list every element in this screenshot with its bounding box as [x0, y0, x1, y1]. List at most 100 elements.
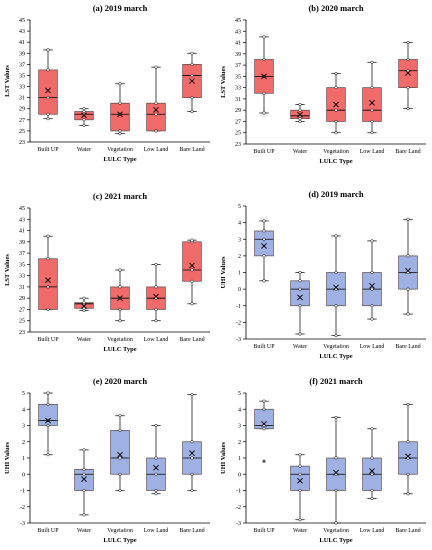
- mean-marker: [189, 450, 195, 457]
- data-point: [154, 65, 158, 69]
- data-point: [154, 112, 158, 116]
- data-point: [370, 131, 374, 135]
- y-tick-label: 27: [19, 307, 25, 313]
- data-point: [262, 254, 266, 258]
- data-point: [370, 488, 374, 493]
- box-built-up: [38, 48, 58, 121]
- mean-marker: [333, 284, 339, 291]
- y-tick-label: 5: [238, 204, 241, 210]
- y-tick-label: -2: [236, 320, 241, 326]
- data-point: [82, 123, 86, 127]
- y-tick-label: -2: [236, 505, 241, 511]
- y-tick-label: 0: [238, 472, 241, 478]
- y-tick-label: 33: [235, 86, 241, 92]
- data-point: [370, 287, 374, 291]
- data-point: [82, 472, 86, 476]
- mean-marker: [261, 420, 267, 427]
- data-point: [334, 270, 338, 275]
- data-point: [46, 112, 50, 116]
- y-axis-label: UHI Values: [4, 442, 11, 474]
- chart-panel-4: (d) 2019 march -3 -2 -1 0 1 2 3 4 5 UHI Values Buil…: [220, 189, 426, 360]
- y-tick-label: 37: [235, 63, 241, 69]
- y-tick-label: 35: [19, 262, 25, 268]
- data-point: [46, 48, 50, 52]
- category-label: Built UP: [253, 344, 275, 350]
- data-point: [118, 488, 122, 493]
- data-point: [190, 440, 194, 444]
- box-built-up: [254, 35, 274, 115]
- box-body: [38, 404, 58, 426]
- data-point: [82, 488, 86, 493]
- data-point: [82, 107, 86, 111]
- category-label: Bare Land: [179, 528, 204, 534]
- y-tick-label: 0: [238, 287, 241, 293]
- category-label: Low Land: [360, 528, 385, 534]
- data-point: [334, 488, 338, 493]
- data-point: [334, 71, 338, 76]
- mean-marker: [333, 469, 339, 476]
- mean-marker: [369, 468, 375, 474]
- box-body: [290, 465, 310, 491]
- mean-marker: [369, 282, 375, 289]
- box-low-land: [146, 262, 166, 323]
- data-point: [406, 254, 410, 258]
- data-point: [334, 131, 338, 135]
- y-tick-label: 29: [19, 296, 25, 302]
- mean-marker: [405, 267, 411, 274]
- data-point: [46, 453, 50, 457]
- data-point: [334, 234, 338, 238]
- data-point: [190, 393, 194, 397]
- data-point: [82, 467, 86, 471]
- data-point: [190, 62, 194, 66]
- category-label: Water: [77, 528, 91, 534]
- y-tick-label: 25: [235, 131, 241, 137]
- box-body: [290, 280, 310, 307]
- y-tick-label: -3: [236, 521, 241, 527]
- box-body: [146, 102, 166, 132]
- y-tick-label: -1: [236, 489, 241, 495]
- category-label: Low Land: [360, 149, 385, 155]
- mean-marker: [45, 87, 51, 94]
- y-tick-label: 43: [235, 29, 241, 35]
- data-point: [190, 279, 194, 283]
- data-point: [82, 296, 86, 300]
- data-point: [46, 234, 50, 238]
- data-point: [406, 472, 410, 476]
- data-point: [298, 488, 302, 493]
- chart-title: (b) 2020 march: [308, 3, 363, 13]
- chart-title: (d) 2019 march: [308, 189, 363, 199]
- data-point: [118, 129, 122, 133]
- mean-marker: [117, 451, 123, 458]
- y-tick-label: 1: [238, 271, 241, 277]
- category-label: Bare Land: [395, 344, 420, 350]
- chart-panel-2: (b) 2020 march 23 25 27 29 31 33 35 37 39 41 43 45 LS…: [220, 3, 426, 165]
- y-axis-label: LST Values: [4, 65, 11, 97]
- y-tick-label: 39: [235, 52, 241, 58]
- chart-panel-6: (f) 2021 march -3 -2 -1 0 1 2 3 4 5 UHI Values Buil…: [220, 376, 426, 544]
- data-point: [46, 307, 50, 312]
- y-tick-label: 27: [235, 119, 241, 125]
- chart-title: (c) 2021 march: [93, 191, 147, 201]
- y-tick-label: 41: [19, 40, 25, 46]
- x-axis-label: LULC Type: [319, 537, 352, 544]
- data-point: [370, 317, 374, 321]
- data-point: [46, 423, 50, 428]
- x-axis-label: LULC Type: [103, 156, 136, 163]
- y-tick-label: 1: [238, 456, 241, 462]
- chart-panel-3: (c) 2021 march 23 25 27 29 31 33 35 37 39 41 43 45 LS…: [4, 191, 210, 353]
- y-tick-label: 35: [235, 74, 241, 80]
- data-point: [118, 428, 122, 432]
- data-point: [46, 402, 50, 406]
- chart-title: (f) 2021 march: [309, 376, 362, 386]
- data-point: [406, 312, 410, 316]
- data-point: [370, 304, 374, 308]
- y-tick-label: 23: [235, 142, 241, 148]
- category-label: Vegetation: [323, 149, 349, 155]
- data-point: [154, 285, 158, 289]
- y-tick-label: 35: [19, 73, 25, 79]
- box-body: [110, 430, 130, 475]
- data-point: [82, 306, 86, 310]
- category-label: Vegetation: [107, 337, 133, 343]
- y-axis-label: UHI Values: [220, 256, 227, 288]
- y-tick-label: 33: [19, 274, 25, 280]
